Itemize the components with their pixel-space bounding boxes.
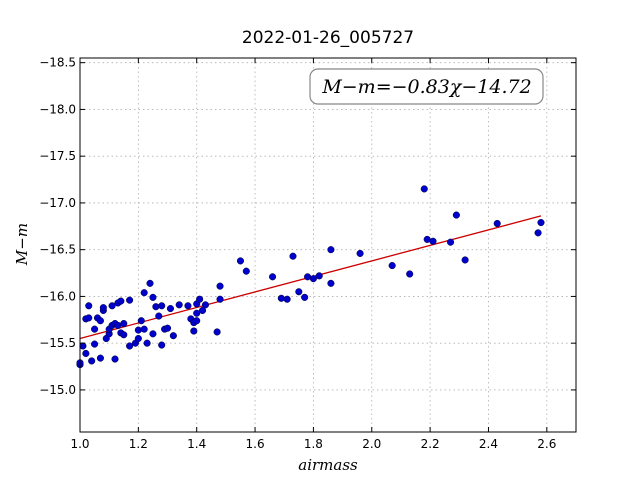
data-point	[452, 211, 460, 219]
x-tick-label: 1.4	[187, 437, 206, 451]
data-point	[158, 302, 166, 310]
data-point	[315, 272, 323, 280]
x-axis-label: airmass	[298, 456, 358, 474]
data-point	[198, 306, 207, 315]
data-point	[126, 342, 134, 350]
x-tick-label: 2.0	[362, 437, 381, 451]
data-point	[295, 288, 303, 296]
data-points	[76, 185, 545, 369]
data-point	[175, 301, 183, 309]
data-point	[91, 340, 99, 348]
data-point	[193, 309, 201, 317]
chart-title: 2022-01-26_005727	[242, 28, 414, 48]
y-tick-label: −17.0	[39, 196, 76, 210]
data-point	[216, 295, 224, 303]
data-point	[201, 301, 210, 309]
data-point	[99, 304, 107, 312]
x-tick-label: 1.2	[129, 437, 148, 451]
x-tick-label: 1.0	[70, 437, 89, 451]
data-point	[283, 295, 291, 303]
data-point	[152, 303, 160, 311]
data-point	[85, 314, 93, 322]
data-point	[446, 238, 455, 246]
x-tick-label: 1.8	[304, 437, 323, 451]
data-point	[309, 275, 317, 283]
data-point	[134, 334, 142, 343]
fit-equation: M−m=−0.83χ−14.72	[321, 76, 531, 98]
data-point	[114, 321, 122, 329]
data-point	[120, 319, 128, 328]
data-point	[169, 332, 177, 340]
data-point	[289, 252, 297, 260]
data-point	[193, 317, 201, 325]
data-point	[327, 279, 335, 287]
x-tick-label: 1.6	[246, 437, 265, 451]
data-point	[134, 326, 142, 334]
data-point	[140, 289, 148, 297]
y-tick-label: −17.5	[39, 149, 76, 163]
data-point	[96, 354, 104, 362]
y-tick-label: −16.0	[39, 289, 76, 303]
equation-box-frame	[309, 68, 544, 105]
data-point	[406, 270, 414, 278]
data-point	[429, 237, 437, 245]
data-point	[166, 305, 174, 313]
data-point	[146, 279, 154, 287]
data-point	[184, 302, 192, 310]
data-point	[143, 339, 151, 347]
data-point	[120, 331, 128, 339]
data-point	[117, 297, 125, 305]
y-tick-label: −16.5	[39, 243, 76, 257]
x-tick-label: 2.2	[421, 437, 440, 451]
data-point	[137, 317, 145, 325]
data-point	[140, 325, 148, 333]
y-tick-label: −15.0	[39, 383, 76, 397]
fit-equation-box: M−m=−0.83χ−14.72	[309, 68, 544, 105]
data-point	[149, 330, 157, 338]
data-point	[213, 328, 221, 336]
data-point	[85, 302, 93, 310]
data-point	[493, 219, 501, 228]
data-point	[82, 349, 90, 358]
data-point	[534, 229, 542, 237]
y-tick-label: −18.5	[39, 56, 76, 70]
data-point	[301, 293, 309, 301]
data-point	[155, 312, 163, 320]
data-point	[190, 327, 198, 335]
data-point	[88, 357, 96, 365]
y-axis-label: M−m	[13, 223, 31, 266]
data-point	[196, 295, 204, 303]
data-point	[420, 185, 428, 193]
data-point	[388, 262, 396, 270]
y-tick-label: −15.5	[39, 336, 76, 350]
data-point	[163, 324, 172, 332]
data-point	[269, 273, 277, 281]
axis-ticks: 1.0 1.2 1.4 1.6 1.8 2.0 2.2 2.4 2.6 −15.0 −15.5 −16…	[39, 56, 576, 451]
data-point	[96, 317, 104, 325]
data-point	[108, 302, 116, 310]
data-point	[277, 294, 285, 302]
plot-frame	[79, 57, 577, 433]
data-point	[423, 235, 431, 243]
data-point	[537, 219, 545, 227]
x-tick-label: 2.6	[537, 437, 556, 451]
data-point	[242, 267, 250, 275]
grid-lines	[79, 58, 576, 432]
x-tick-label: 2.4	[479, 437, 498, 451]
data-point	[327, 246, 335, 254]
y-tick-label: −18.0	[39, 102, 76, 116]
data-point	[236, 257, 245, 265]
data-point	[216, 282, 224, 290]
data-point	[461, 256, 469, 264]
data-point	[304, 273, 312, 281]
data-point	[126, 296, 134, 304]
data-point	[356, 249, 364, 257]
data-point	[111, 355, 119, 363]
data-point	[91, 325, 99, 333]
data-point	[149, 293, 157, 301]
data-point	[158, 341, 166, 349]
